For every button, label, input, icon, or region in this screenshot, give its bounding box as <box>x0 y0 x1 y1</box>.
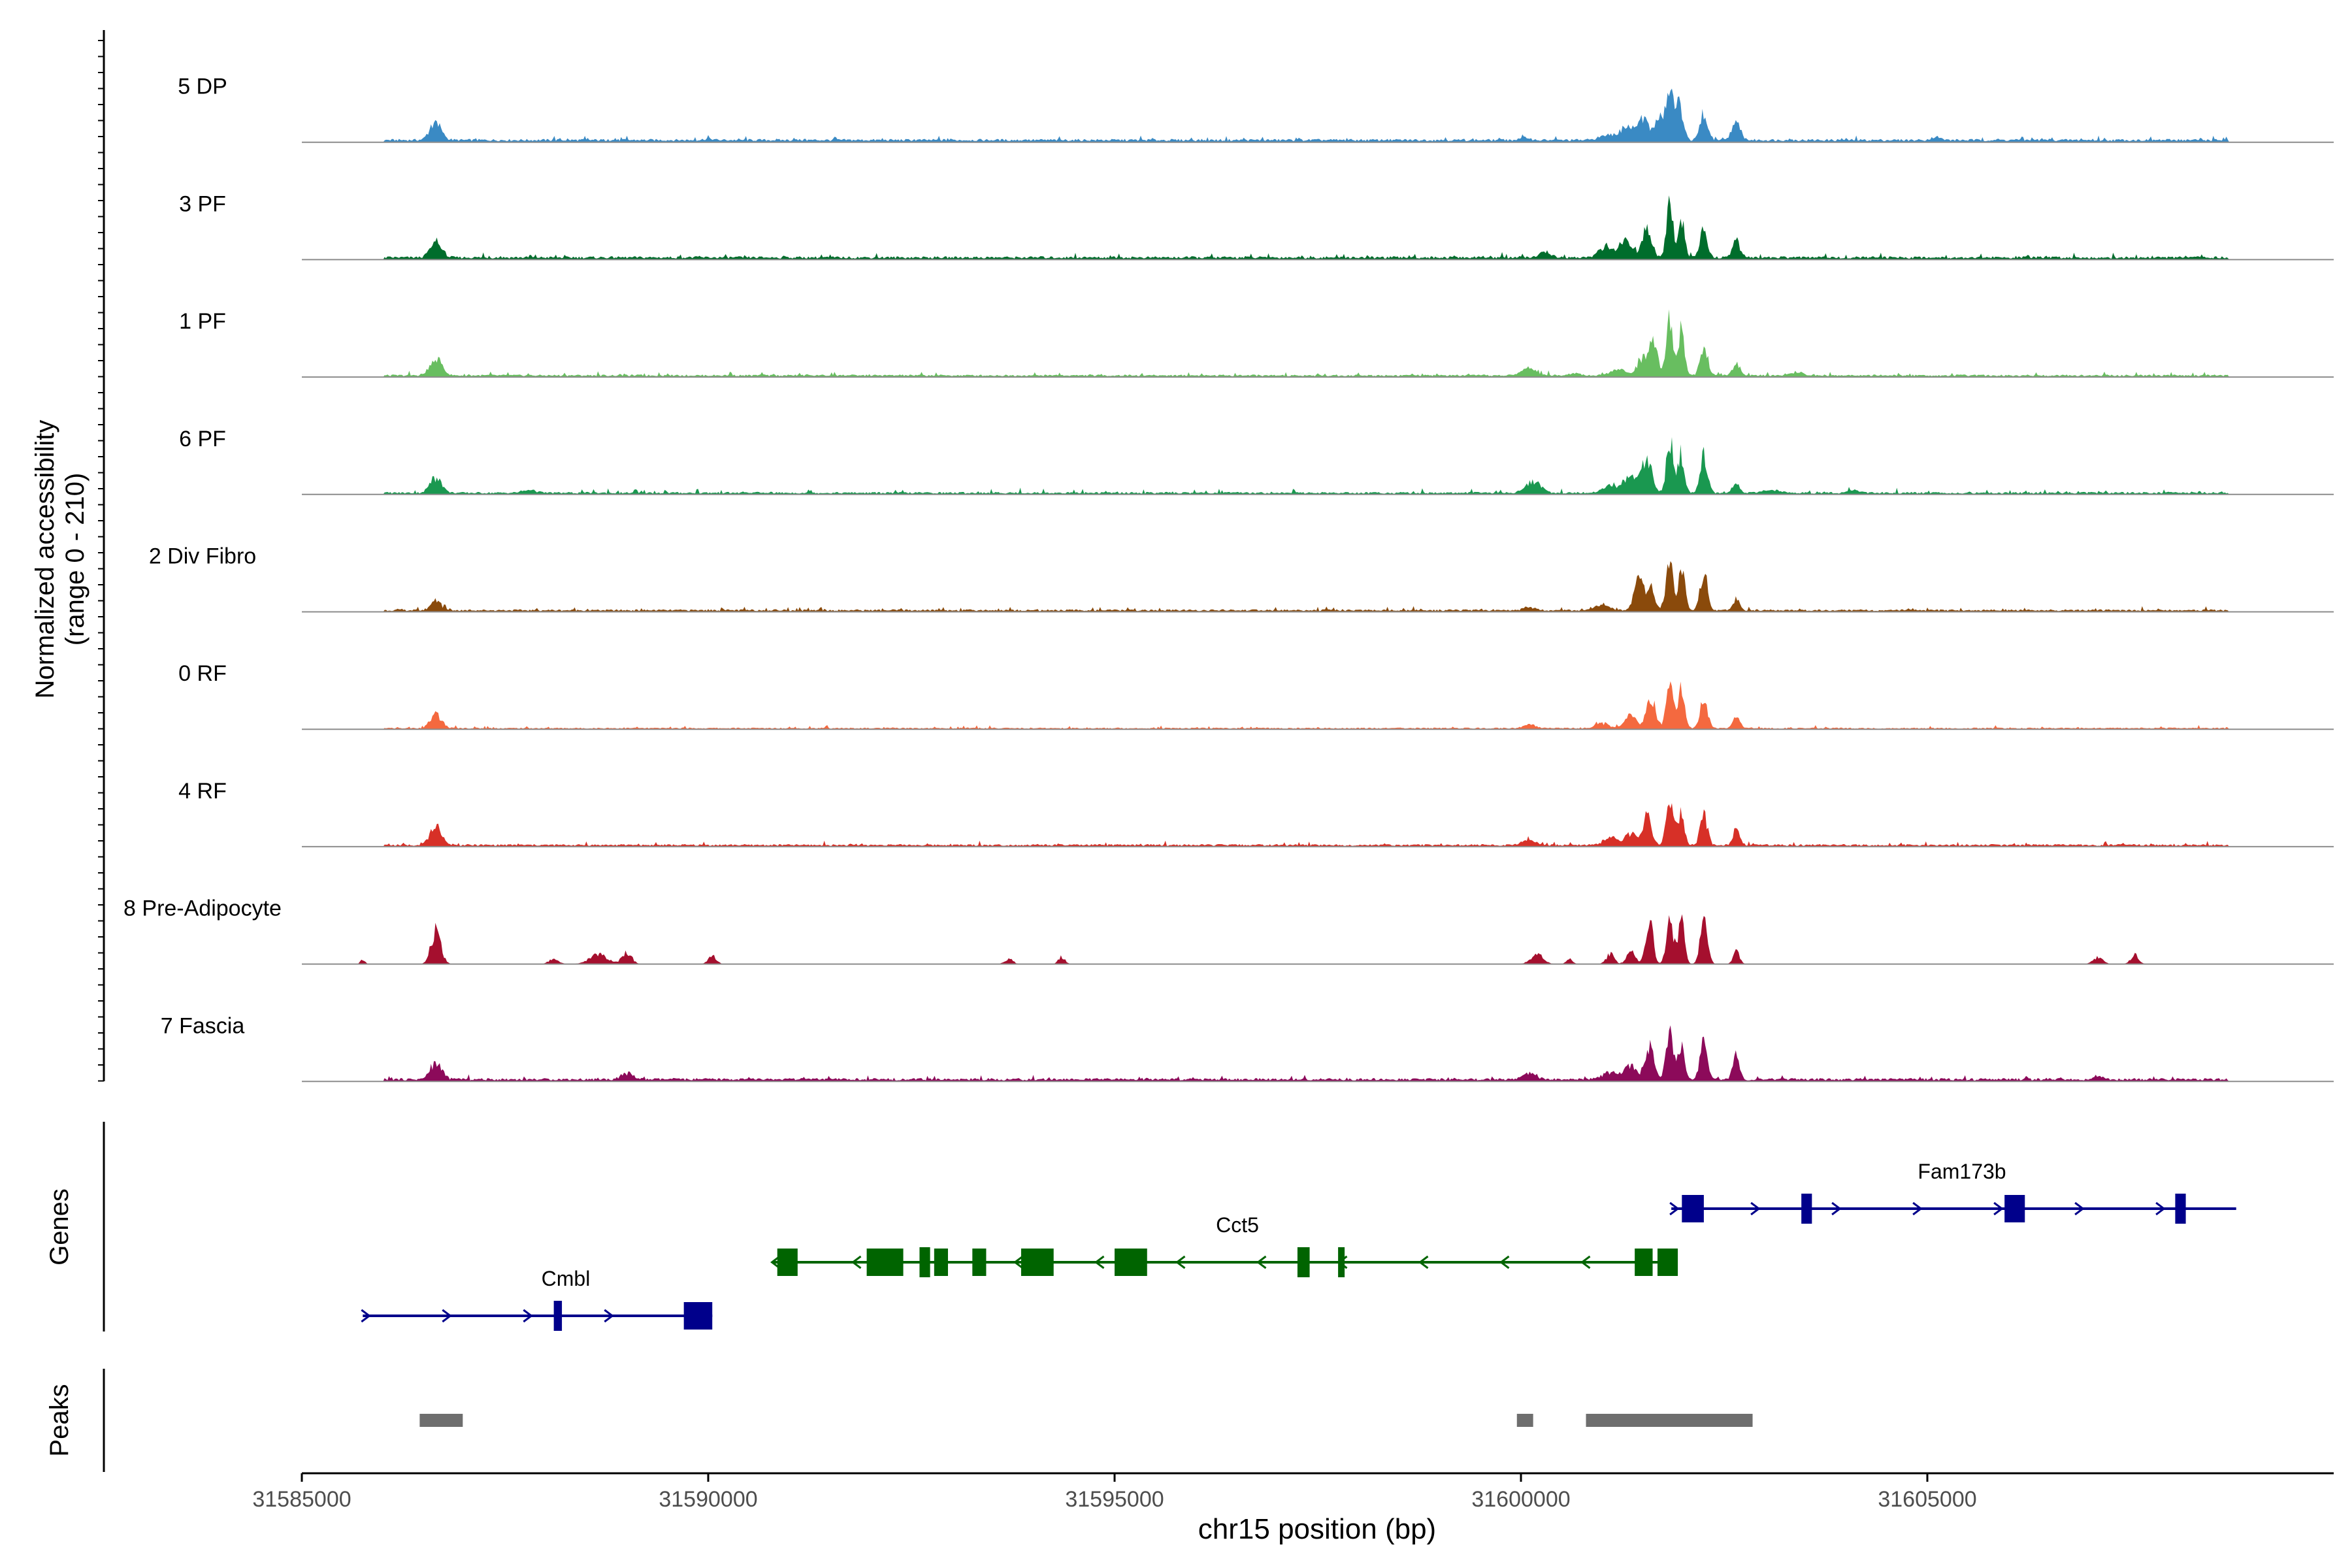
coverage-tracks: 5 DP 3 PF 1 PF 6 PF 2 Div Fibro 0 RF 4 RF 8 Pre… <box>123 74 2334 1083</box>
coverage-track: 7 Fascia <box>161 1013 2334 1083</box>
track-label: 3 PF <box>179 191 226 216</box>
strand-arrow <box>1669 1201 1680 1216</box>
gene-exon <box>553 1301 563 1331</box>
coverage-area <box>302 88 2334 142</box>
peak-regions <box>419 1414 1753 1427</box>
x-axis-tick-label: 31590000 <box>659 1487 757 1512</box>
strand-arrow <box>851 1255 862 1269</box>
coverage-track: 5 DP <box>178 74 2334 143</box>
gene-exon <box>1682 1195 1704 1222</box>
x-axis-ticks: 31585000 31590000 31595000 31600000 31605000 <box>252 1473 1977 1512</box>
track-label: 4 RF <box>178 779 227 804</box>
coverage-track: 8 Pre-Adipocyte <box>123 896 2334 965</box>
coverage-area <box>302 195 2334 260</box>
gene-exon <box>1115 1249 1147 1276</box>
gene-exon <box>1297 1247 1310 1277</box>
strand-arrow <box>770 1255 781 1269</box>
coverage-area <box>302 309 2334 378</box>
gene-exon <box>1635 1249 1653 1276</box>
coverage-area <box>302 437 2334 495</box>
track-label: 2 Div Fibro <box>149 544 256 569</box>
coverage-y-ticks <box>98 40 104 1082</box>
strand-arrow <box>1418 1255 1429 1269</box>
strand-arrow <box>1580 1255 1591 1269</box>
x-axis-tick-label: 31600000 <box>1471 1487 1570 1512</box>
peak-region <box>1516 1414 1533 1427</box>
gene-exon <box>2175 1194 2186 1224</box>
coverage-area <box>302 681 2334 730</box>
gene-exon <box>777 1249 798 1276</box>
gene-name: Cct5 <box>1216 1213 1259 1237</box>
strand-arrow <box>442 1309 452 1323</box>
coverage-track: 6 PF <box>179 427 2334 495</box>
gene-exon <box>1657 1249 1678 1276</box>
strand-arrow <box>1013 1255 1024 1269</box>
y-axis-range: (range 0 - 210) <box>61 473 90 646</box>
track-label: 5 DP <box>178 74 227 99</box>
gene-model: Cmbl <box>361 1267 713 1331</box>
strand-arrow <box>1499 1255 1510 1269</box>
x-axis-title: chr15 position (bp) <box>1198 1513 1436 1545</box>
track-label: 8 Pre-Adipocyte <box>123 896 282 921</box>
coverage-track: 3 PF <box>179 191 2334 261</box>
x-axis-tick-label: 31595000 <box>1065 1487 1164 1512</box>
strand-arrow <box>523 1309 533 1323</box>
track-label: 6 PF <box>179 427 226 451</box>
gene-exon <box>1021 1249 1054 1276</box>
track-label: 7 Fascia <box>161 1013 245 1038</box>
gene-exon <box>866 1249 904 1276</box>
gene-exon <box>1338 1247 1345 1277</box>
x-axis-tick-label: 31585000 <box>252 1487 351 1512</box>
gene-exon <box>919 1247 930 1277</box>
genes-track-label: Genes <box>45 1188 74 1266</box>
coverage-track: 0 RF <box>178 661 2334 730</box>
strand-arrow <box>1175 1255 1186 1269</box>
gene-annotations: Cmbl Cct5 Fam173b <box>361 1160 2236 1331</box>
strand-arrow <box>1256 1255 1267 1269</box>
coverage-area <box>302 561 2334 612</box>
gene-name: Fam173b <box>1918 1160 2006 1183</box>
strand-arrow <box>1750 1201 1761 1216</box>
peaks-track-label: Peaks <box>45 1384 74 1456</box>
x-axis-tick-label: 31605000 <box>1878 1487 1976 1512</box>
strand-arrow <box>361 1309 371 1323</box>
coverage-track: 1 PF <box>179 309 2334 378</box>
strand-arrow <box>604 1309 614 1323</box>
gene-model: Cct5 <box>770 1213 1678 1277</box>
strand-arrow <box>2074 1201 2085 1216</box>
gene-exon <box>934 1249 948 1276</box>
strand-arrow <box>1912 1201 1923 1216</box>
peak-region <box>1586 1414 1753 1427</box>
track-label: 0 RF <box>178 661 227 686</box>
gene-exon <box>1801 1194 1812 1224</box>
gene-model: Fam173b <box>1669 1160 2236 1224</box>
coverage-track: 2 Div Fibro <box>149 544 2334 613</box>
y-axis-title: Normalized accessibility <box>31 420 59 699</box>
gene-exon <box>972 1249 987 1276</box>
gene-name: Cmbl <box>542 1267 591 1290</box>
gene-exon <box>683 1302 713 1330</box>
gene-exon <box>2004 1195 2025 1222</box>
strand-arrow <box>1831 1201 1842 1216</box>
strand-arrow <box>1094 1255 1105 1269</box>
strand-arrow <box>1993 1201 2004 1216</box>
peak-region <box>419 1414 463 1427</box>
strand-arrow <box>2155 1201 2166 1216</box>
coverage-track: 4 RF <box>178 779 2334 847</box>
coverage-area <box>302 803 2334 847</box>
coverage-area <box>302 914 2334 964</box>
track-label: 1 PF <box>179 309 226 334</box>
coverage-area <box>302 1025 2334 1082</box>
